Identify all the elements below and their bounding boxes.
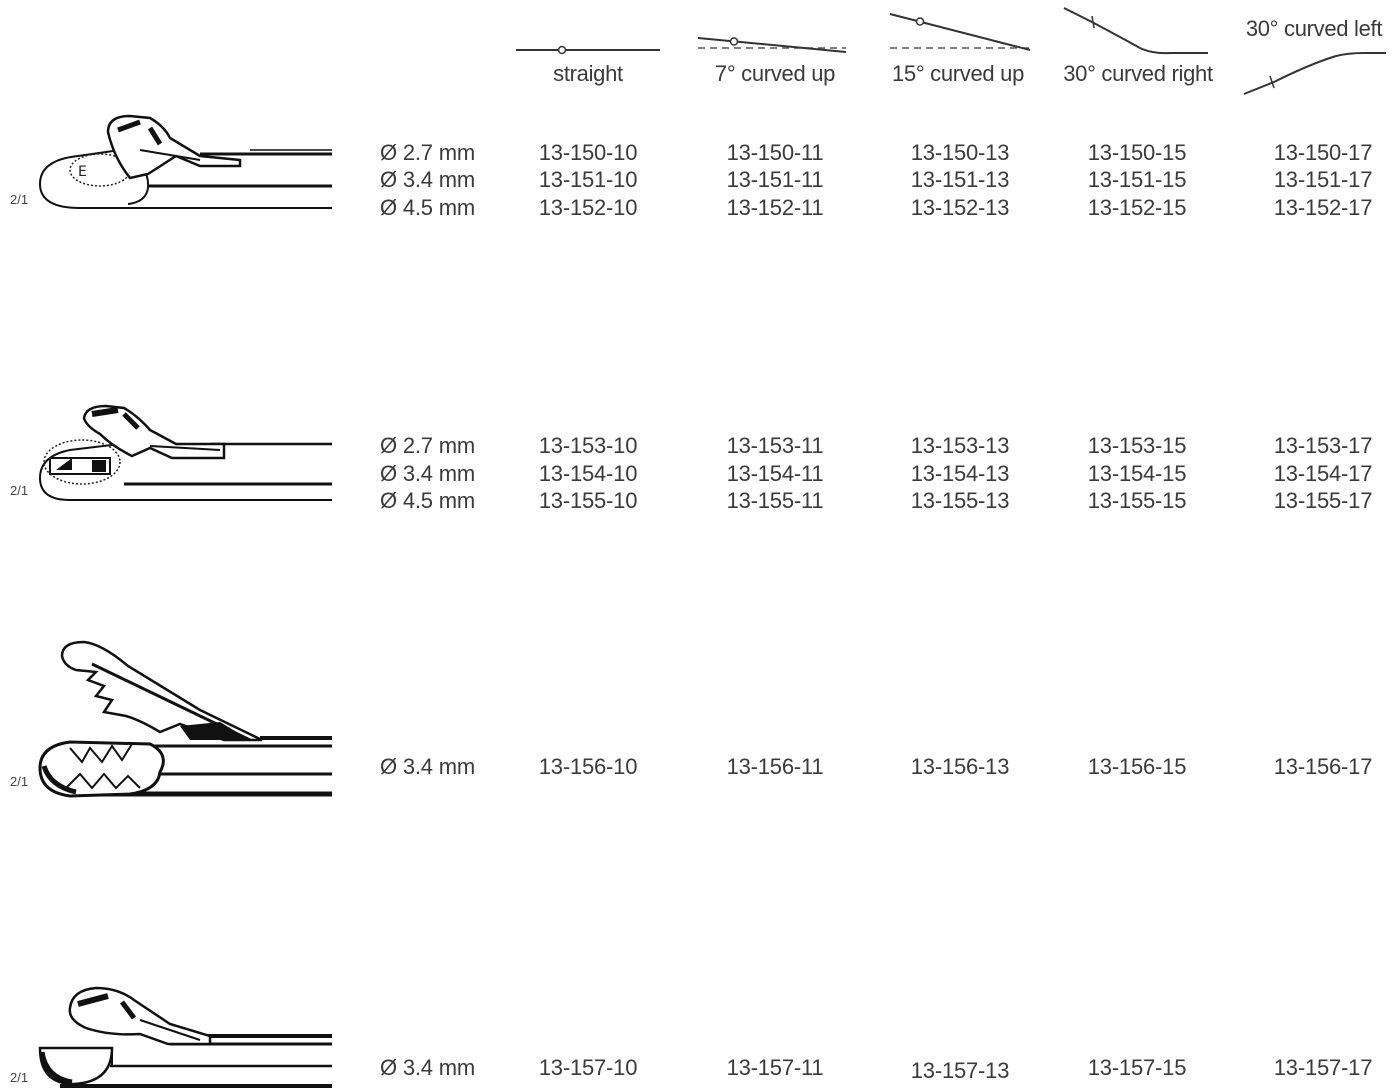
article-number: 13-154-11 — [726, 461, 824, 486]
article-number: 13-154-10 — [538, 461, 638, 486]
article-number: 13-157-15 — [1087, 1055, 1187, 1080]
size-label: Ø 2.7 mm — [380, 433, 475, 458]
article-number: 13-150-13 — [910, 140, 1010, 165]
article-number: 13-151-10 — [538, 167, 638, 192]
column-header-15-curved-up: 15° curved up — [891, 61, 1025, 86]
scale-label: 2/1 — [10, 192, 29, 207]
size-label: Ø 4.5 mm — [380, 195, 475, 220]
column-header-7-curved-up: 7° curved up — [714, 61, 836, 86]
svg-text:E: E — [78, 164, 87, 180]
article-number: 13-153-11 — [726, 433, 824, 458]
size-label: Ø 3.4 mm — [380, 754, 475, 779]
cup-tip-icon — [38, 986, 332, 1088]
article-number: 13-150-11 — [726, 140, 824, 165]
column-header-straight: straight — [553, 61, 623, 86]
article-number: 13-150-10 — [538, 140, 638, 165]
article-number: 13-153-17 — [1273, 433, 1373, 458]
article-number: 13-157-13 — [910, 1058, 1010, 1083]
article-number: 13-155-13 — [910, 488, 1010, 513]
article-number: 13-152-11 — [726, 195, 824, 220]
article-number: 13-154-17 — [1273, 461, 1373, 486]
column-header-30-curved-right: 30° curved right — [1063, 61, 1213, 86]
scale-label: 2/1 — [10, 1070, 29, 1085]
article-number: 13-151-17 — [1273, 167, 1373, 192]
article-number: 13-150-17 — [1273, 140, 1373, 165]
article-number: 13-156-17 — [1273, 754, 1373, 779]
article-number: 13-156-15 — [1087, 754, 1187, 779]
article-number: 13-153-15 — [1087, 433, 1187, 458]
article-number: 13-151-11 — [726, 167, 824, 192]
article-number: 13-156-11 — [726, 754, 824, 779]
curved-up-15-icon — [889, 13, 1031, 51]
article-number: 13-152-17 — [1273, 195, 1373, 220]
article-number: 13-157-17 — [1273, 1055, 1373, 1080]
size-label: Ø 3.4 mm — [380, 167, 475, 192]
article-number: 13-154-15 — [1087, 461, 1187, 486]
scale-label: 2/1 — [10, 774, 29, 789]
article-number: 13-151-13 — [910, 167, 1010, 192]
article-number: 13-155-10 — [538, 488, 638, 513]
article-number: 13-152-13 — [910, 195, 1010, 220]
scale-label: 2/1 — [10, 483, 29, 498]
article-number: 13-156-10 — [538, 754, 638, 779]
article-number: 13-153-10 — [538, 433, 638, 458]
serrated-grasper-tip-icon — [38, 640, 332, 798]
article-number: 13-151-15 — [1087, 167, 1187, 192]
article-number: 13-157-10 — [538, 1055, 638, 1080]
size-label: Ø 3.4 mm — [380, 1055, 475, 1080]
article-number: 13-155-17 — [1273, 488, 1373, 513]
size-label: Ø 3.4 mm — [380, 461, 475, 486]
article-number: 13-150-15 — [1087, 140, 1187, 165]
article-number: 13-152-15 — [1087, 195, 1187, 220]
article-number: 13-154-13 — [910, 461, 1010, 486]
size-label: Ø 4.5 mm — [380, 488, 475, 513]
curved-right-30-icon — [1063, 7, 1208, 55]
article-number: 13-155-15 — [1087, 488, 1187, 513]
size-label: Ø 2.7 mm — [380, 140, 475, 165]
article-number: 13-152-10 — [538, 195, 638, 220]
scissors-tip-icon: E — [38, 114, 332, 209]
article-number: 13-153-13 — [910, 433, 1010, 458]
straight-shaft-icon — [516, 45, 660, 55]
curved-left-30-icon — [1243, 52, 1386, 95]
article-number: 13-157-11 — [726, 1055, 824, 1080]
curved-up-7-icon — [697, 37, 847, 53]
punch-tip-icon — [38, 404, 332, 501]
article-number: 13-155-11 — [726, 488, 824, 513]
column-header-30-curved-left: 30° curved left — [1245, 16, 1383, 41]
article-number: 13-156-13 — [910, 754, 1010, 779]
